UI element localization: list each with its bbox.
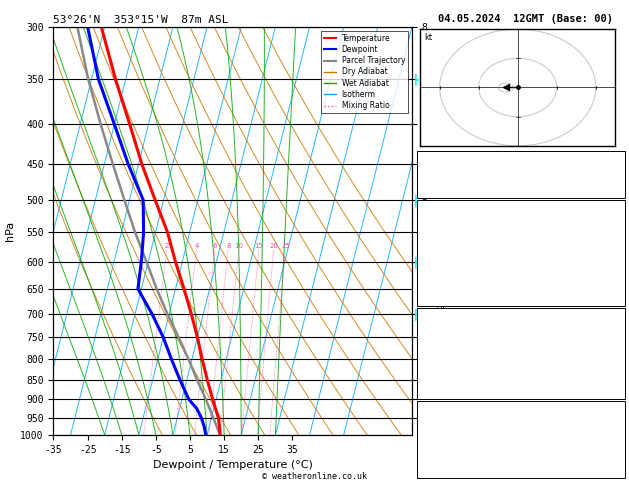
Text: 0: 0: [615, 368, 621, 379]
Text: 8: 8: [226, 243, 231, 249]
Text: 25: 25: [609, 418, 621, 428]
Text: K: K: [421, 153, 426, 163]
Text: kt: kt: [424, 33, 432, 42]
Text: StmDir: StmDir: [421, 447, 456, 457]
Text: 9.6: 9.6: [603, 231, 621, 242]
Text: 10: 10: [235, 243, 243, 249]
Text: 15: 15: [255, 243, 264, 249]
Text: 307: 307: [603, 339, 621, 349]
Text: 0: 0: [615, 383, 621, 393]
Text: ┣: ┣: [413, 308, 419, 320]
Text: -5: -5: [609, 153, 621, 163]
Text: 6: 6: [213, 243, 217, 249]
Text: 04.05.2024  12GMT (Base: 00): 04.05.2024 12GMT (Base: 00): [438, 14, 613, 24]
Text: 13.8: 13.8: [598, 217, 621, 227]
Text: θᵀ (K): θᵀ (K): [421, 339, 456, 349]
Text: Temp (°C): Temp (°C): [421, 217, 474, 227]
Legend: Temperature, Dewpoint, Parcel Trajectory, Dry Adiabat, Wet Adiabat, Isotherm, Mi: Temperature, Dewpoint, Parcel Trajectory…: [321, 31, 408, 113]
Text: StmSpd (kt): StmSpd (kt): [421, 462, 486, 472]
Text: Lifted Index: Lifted Index: [421, 354, 491, 364]
Text: ┣: ┣: [413, 194, 419, 206]
Text: 42: 42: [609, 167, 621, 177]
Text: 53°26'N  353°15'W  87m ASL: 53°26'N 353°15'W 87m ASL: [53, 15, 229, 25]
Text: 1003: 1003: [598, 325, 621, 335]
Text: Lifted Index: Lifted Index: [421, 260, 491, 271]
Text: ┣: ┣: [413, 256, 419, 268]
Text: Totals Totals: Totals Totals: [421, 167, 497, 177]
Text: 112°: 112°: [598, 447, 621, 457]
Text: 307: 307: [603, 246, 621, 256]
Text: ┣: ┣: [413, 73, 419, 85]
Y-axis label: km
ASL: km ASL: [447, 220, 465, 242]
Text: Most Unstable: Most Unstable: [482, 310, 559, 320]
Text: 6: 6: [615, 354, 621, 364]
Text: © weatheronline.co.uk: © weatheronline.co.uk: [262, 472, 367, 481]
Text: EH: EH: [421, 418, 433, 428]
Text: Dewp (°C): Dewp (°C): [421, 231, 474, 242]
Y-axis label: hPa: hPa: [4, 221, 14, 241]
Text: Hodograph: Hodograph: [494, 403, 547, 414]
Text: 0: 0: [615, 275, 621, 285]
Text: PW (cm): PW (cm): [421, 182, 462, 192]
Text: CIN (J): CIN (J): [421, 383, 462, 393]
Text: θᵀ(K): θᵀ(K): [421, 246, 450, 256]
X-axis label: Dewpoint / Temperature (°C): Dewpoint / Temperature (°C): [153, 460, 313, 470]
Text: CIN (J): CIN (J): [421, 290, 462, 300]
Text: 1.23: 1.23: [598, 182, 621, 192]
Text: Mixing Ratio (g/kg): Mixing Ratio (g/kg): [436, 252, 445, 332]
Text: 10: 10: [609, 462, 621, 472]
Text: 2: 2: [165, 243, 169, 249]
Text: SREH: SREH: [421, 433, 444, 443]
Text: CAPE (J): CAPE (J): [421, 275, 468, 285]
Text: CAPE (J): CAPE (J): [421, 368, 468, 379]
Text: Pressure (mb): Pressure (mb): [421, 325, 497, 335]
Text: 4: 4: [194, 243, 199, 249]
Text: 0: 0: [615, 290, 621, 300]
Text: 12: 12: [609, 433, 621, 443]
Text: 6: 6: [615, 260, 621, 271]
Text: Surface: Surface: [500, 202, 542, 212]
Text: 25: 25: [281, 243, 290, 249]
Text: 20: 20: [269, 243, 278, 249]
